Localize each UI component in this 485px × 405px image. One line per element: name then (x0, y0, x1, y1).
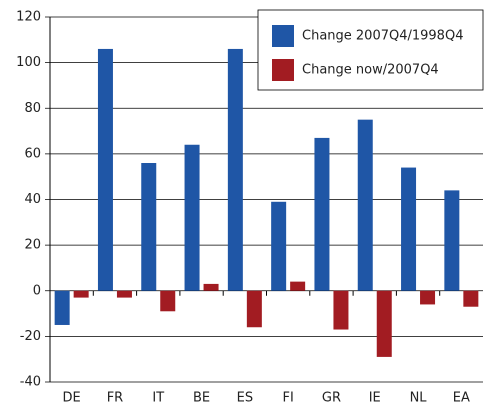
bar (73, 290, 89, 298)
bar (444, 190, 460, 291)
y-tick-label: 20 (24, 238, 41, 253)
bar (54, 290, 70, 325)
bar (160, 290, 176, 312)
bar (314, 137, 330, 291)
bar (376, 290, 392, 357)
bar (333, 290, 349, 330)
y-tick-label: 120 (16, 10, 41, 25)
bar (227, 48, 243, 291)
bar (357, 119, 373, 291)
bar (116, 290, 132, 298)
x-tick-label: BE (193, 391, 210, 405)
bar (184, 144, 200, 291)
legend-label: Change now/2007Q4 (302, 63, 439, 78)
bar (141, 163, 157, 291)
y-tick-label: 40 (24, 192, 41, 207)
bar (246, 290, 262, 328)
bar (203, 283, 219, 291)
bar (271, 201, 287, 291)
x-tick-label: ES (237, 391, 253, 405)
y-tick-label: 80 (24, 101, 41, 116)
legend-swatch (272, 59, 294, 81)
x-tick-label: DE (63, 391, 81, 405)
y-tick-label: 100 (16, 55, 41, 70)
bar (420, 290, 436, 305)
x-tick-label: IE (369, 391, 381, 405)
y-tick-label: 60 (24, 146, 41, 161)
y-tick-label: 0 (33, 283, 41, 298)
y-tick-label: -20 (20, 329, 41, 344)
x-tick-label: NL (410, 391, 428, 405)
legend-swatch (272, 25, 294, 47)
x-tick-label: EA (453, 391, 470, 405)
x-tick-label: FR (107, 391, 124, 405)
legend-label: Change 2007Q4/1998Q4 (302, 29, 463, 44)
bar (463, 290, 479, 307)
bar (97, 48, 113, 291)
x-tick-label: GR (322, 391, 341, 405)
x-tick-label: FI (282, 391, 293, 405)
legend-box (257, 9, 484, 91)
x-tick-label: IT (152, 391, 164, 405)
bar (290, 281, 306, 291)
bar (401, 167, 417, 291)
y-tick-label: -40 (20, 375, 41, 390)
